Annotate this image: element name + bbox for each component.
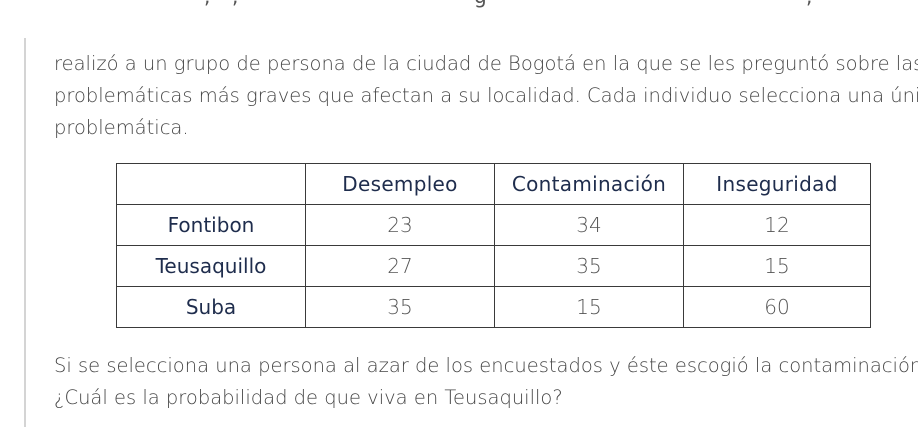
- table-cell: 27: [305, 245, 495, 287]
- cutoff-text-line: , , g ,: [54, 0, 914, 40]
- table-header-row: Desempleo Contaminación Inseguridad: [116, 163, 871, 205]
- intro-line: problemáticas más graves que afectan a s…: [54, 84, 918, 107]
- header-desempleo: Desempleo: [305, 163, 495, 205]
- table-cell: 15: [494, 286, 684, 328]
- table-cell: 15: [683, 245, 871, 287]
- row-label-suba: Suba: [116, 286, 306, 328]
- survey-table: Desempleo Contaminación Inseguridad Font…: [116, 163, 871, 328]
- left-border-rule: [24, 38, 26, 427]
- row-label-fontibon: Fontibon: [116, 204, 306, 246]
- header-inseguridad: Inseguridad: [683, 163, 871, 205]
- intro-line: realizó a un grupo de persona de la ciud…: [54, 52, 918, 75]
- table-cell: 35: [494, 245, 684, 287]
- table-cell: 12: [683, 204, 871, 246]
- question-line: Si se selecciona una persona al azar de …: [54, 354, 918, 377]
- table-row: Suba 35 15 60: [116, 286, 871, 328]
- header-empty-cell: [116, 163, 306, 205]
- table-cell: 60: [683, 286, 871, 328]
- table-row: Fontibon 23 34 12: [116, 204, 871, 246]
- header-contaminacion: Contaminación: [494, 163, 684, 205]
- table-row: Teusaquillo 27 35 15: [116, 245, 871, 287]
- intro-line: problemática.: [54, 116, 189, 139]
- row-label-teusaquillo: Teusaquillo: [116, 245, 306, 287]
- question-paragraph: Si se selecciona una persona al azar de …: [54, 350, 918, 414]
- question-line: ¿Cuál es la probabilidad de que viva en …: [54, 386, 563, 409]
- table-cell: 35: [305, 286, 495, 328]
- intro-paragraph: realizó a un grupo de persona de la ciud…: [54, 48, 918, 144]
- table-cell: 34: [494, 204, 684, 246]
- table-cell: 23: [305, 204, 495, 246]
